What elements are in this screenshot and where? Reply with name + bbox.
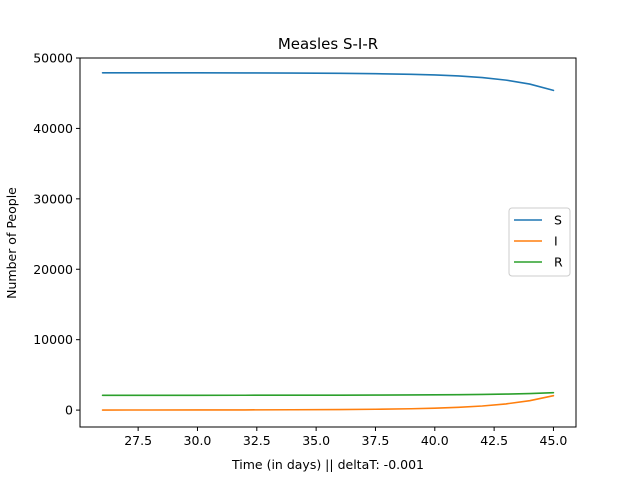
series-line-i	[101, 394, 555, 411]
x-tick-label: 30.0	[184, 433, 212, 448]
plot-area	[79, 57, 577, 428]
x-tick-label: 45.0	[540, 433, 568, 448]
series-line-r	[101, 391, 555, 397]
legend-label-i: I	[554, 234, 558, 249]
x-tick-label: 40.0	[421, 433, 449, 448]
y-tick-label: 30000	[33, 191, 73, 206]
x-tick-label: 27.5	[124, 433, 152, 448]
x-axis: 27.5 30.0 32.5 35.0 37.5 40.0 42.5 45.0	[124, 427, 567, 448]
y-tick-label: 50000	[33, 51, 73, 66]
legend-box	[508, 207, 571, 277]
y-axis-label: Number of People	[4, 187, 19, 299]
y-axis: 0 10000 20000 30000 40000 50000	[33, 51, 80, 418]
legend: SIR	[508, 207, 571, 277]
x-tick-label: 35.0	[302, 433, 330, 448]
y-tick-label: 0	[65, 403, 73, 418]
legend-label-r: R	[554, 255, 563, 270]
x-axis-label: Time (in days) || deltaT: -0.001	[231, 457, 424, 472]
series-layer	[101, 71, 555, 411]
y-tick-label: 40000	[33, 121, 73, 136]
x-tick-label: 32.5	[243, 433, 271, 448]
x-tick-label: 37.5	[362, 433, 390, 448]
y-tick-label: 10000	[33, 332, 73, 347]
legend-label-s: S	[554, 213, 562, 228]
x-tick-label: 42.5	[480, 433, 508, 448]
y-tick-label: 20000	[33, 262, 73, 277]
series-line-s	[101, 71, 555, 92]
chart-title: Measles S-I-R	[278, 35, 378, 53]
